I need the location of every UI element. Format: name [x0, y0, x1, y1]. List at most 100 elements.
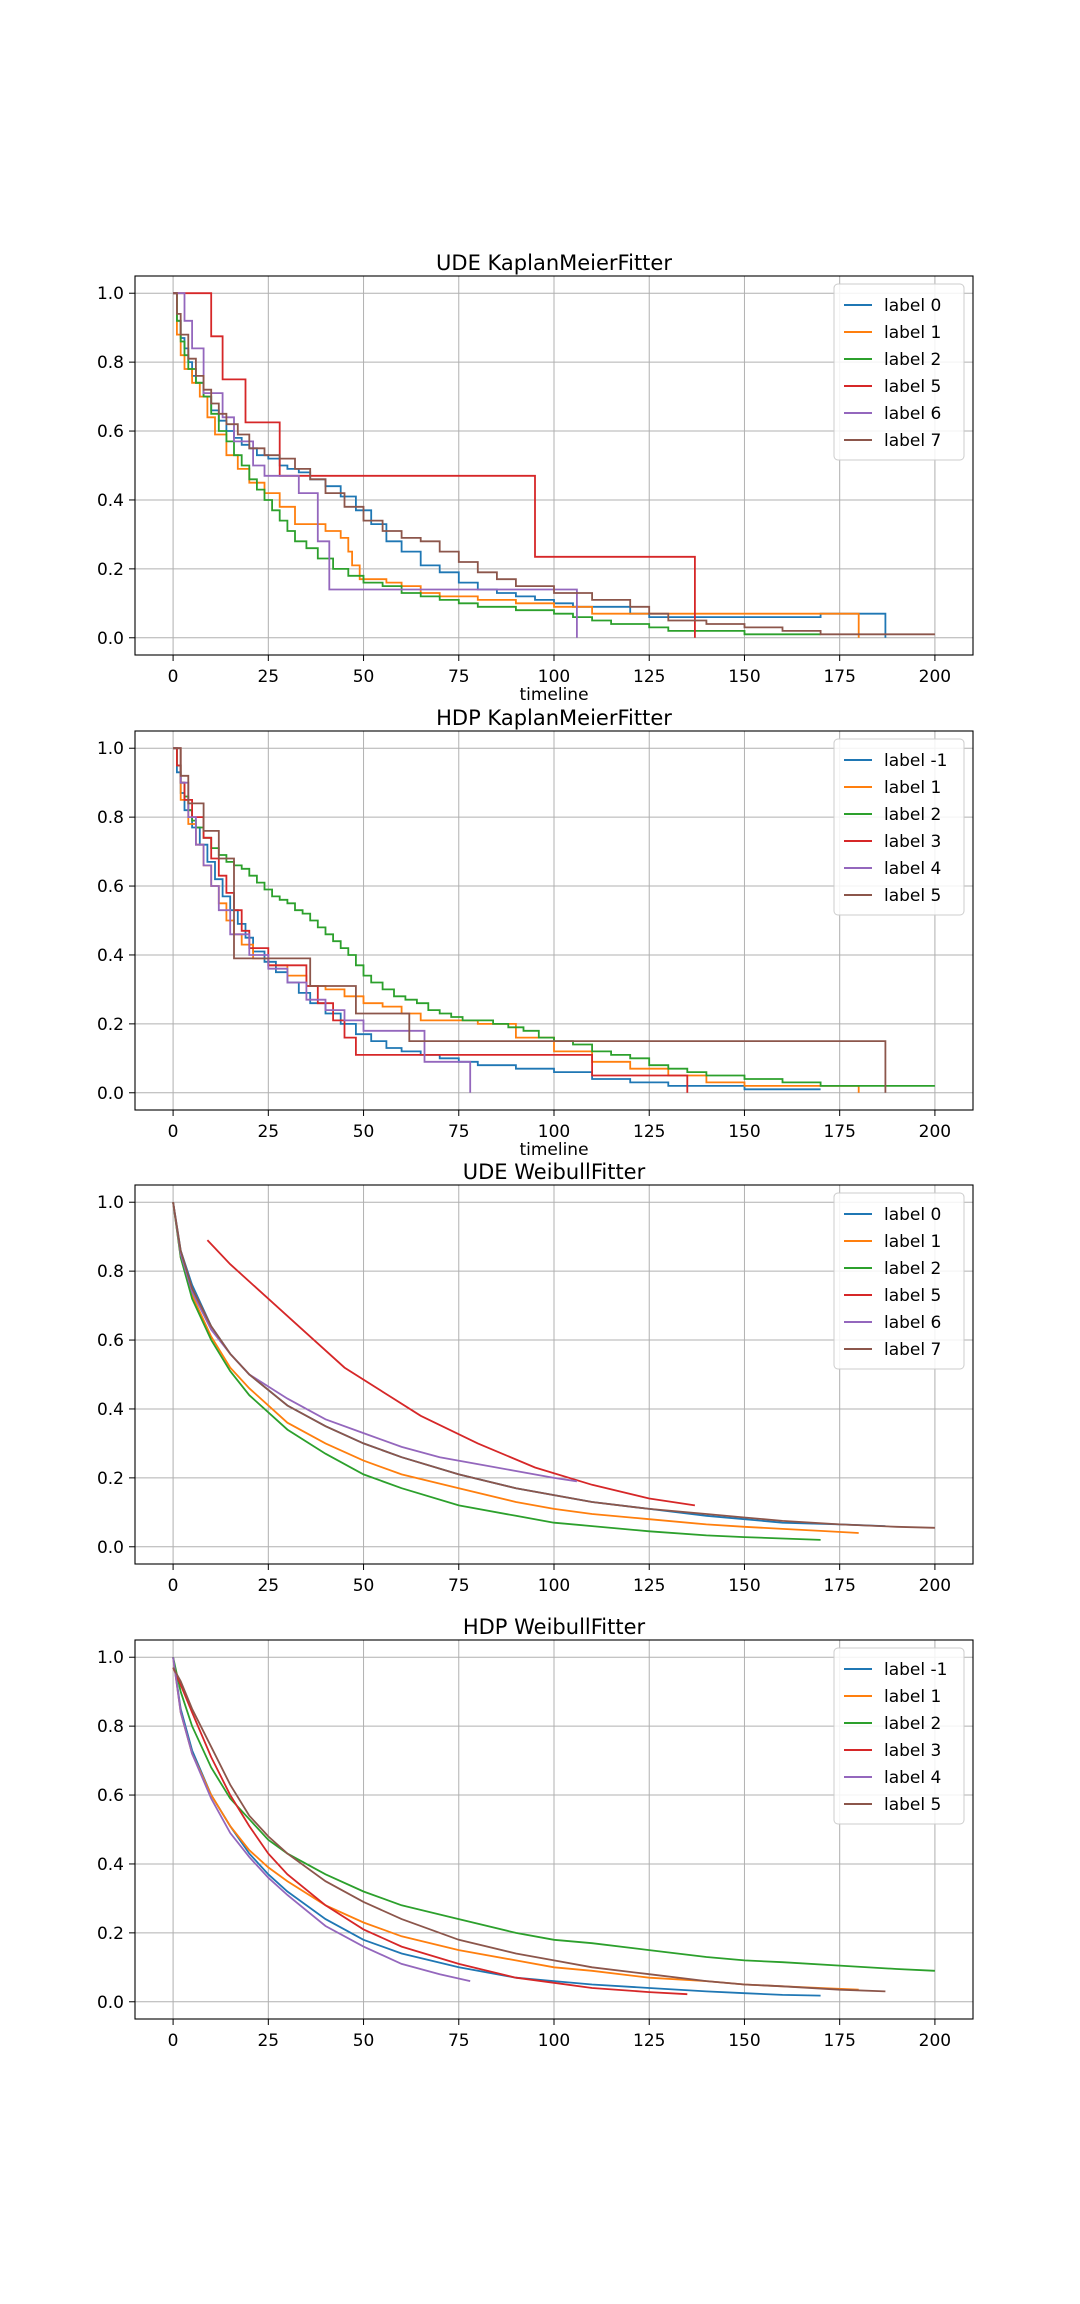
legend-box	[833, 1192, 965, 1370]
legend-label: label 6	[884, 1313, 941, 1333]
x-tick-label: 75	[448, 1122, 470, 1142]
x-tick-label: 125	[633, 1122, 665, 1142]
series-line-6	[172, 1202, 935, 1529]
x-tick-label: 0	[168, 1576, 179, 1596]
x-tick-label: 75	[448, 667, 470, 687]
x-tick-label: 25	[257, 667, 279, 687]
chart-panel-1: UDE KaplanMeierFitter 0 25 50 75 100 125 150 175…	[97, 251, 974, 705]
x-tick-label: 150	[728, 1576, 760, 1596]
series-line-3	[172, 1202, 821, 1541]
y-tick-label: 0.6	[97, 1331, 124, 1351]
x-tick-label: 200	[919, 667, 951, 687]
x-tick-label: 100	[538, 667, 570, 687]
x-tick-label: 175	[823, 2031, 855, 2051]
series-line-6	[173, 747, 887, 1093]
x-tick-label: 25	[257, 1122, 279, 1142]
series-line-6	[173, 292, 935, 636]
legend-label: label 6	[884, 404, 941, 424]
series-line-2	[172, 1657, 859, 1991]
legend-label: label 0	[884, 296, 941, 316]
legend-label: label 3	[884, 1741, 941, 1761]
x-tick-label: 25	[257, 1576, 279, 1596]
series-line-5	[172, 1202, 578, 1483]
legend-box	[833, 1647, 965, 1825]
series-line-4	[173, 747, 689, 1093]
chart-panel-4: HDP WeibullFitter 0 25 50 75 100 125 150 175 200 0…	[97, 1615, 974, 2051]
y-tick-label: 0.2	[97, 1469, 124, 1489]
legend-label: label 4	[884, 859, 941, 879]
legend-label: label 1	[884, 1687, 941, 1707]
y-tick-label: 0.4	[97, 1400, 124, 1420]
legend: label -1 label 1 label 2 label 3 label 4 labe…	[833, 1647, 965, 1825]
legend-label: label 5	[884, 886, 941, 906]
y-tick-label: 0.0	[97, 1084, 124, 1104]
x-tick-label: 75	[448, 1576, 470, 1596]
x-tick-label: 0	[168, 1122, 179, 1142]
x-tick-label: 50	[353, 1122, 375, 1142]
x-axis-label: timeline	[519, 685, 588, 705]
y-tick-label: 0.6	[97, 422, 124, 442]
legend-label: label 7	[884, 431, 941, 451]
y-tick-label: 0.8	[97, 1262, 124, 1282]
y-tick-label: 0.2	[97, 1015, 124, 1035]
series-line-1	[172, 1657, 821, 1997]
x-tick-label: 200	[919, 1576, 951, 1596]
chart-panel-3: UDE WeibullFitter 0 25 50 75 100 125 150 175 200 0…	[97, 1160, 974, 1596]
x-tick-label: 100	[538, 2031, 570, 2051]
chart-title: HDP WeibullFitter	[463, 1615, 646, 1639]
legend-label: label 2	[884, 1714, 941, 1734]
series-line-1	[173, 747, 821, 1091]
x-tick-label: 200	[919, 2031, 951, 2051]
y-tick-label: 1.0	[97, 284, 124, 304]
y-tick-label: 0.0	[97, 1993, 124, 2013]
x-tick-label: 125	[633, 2031, 665, 2051]
x-tick-label: 150	[728, 667, 760, 687]
x-tick-label: 100	[538, 1122, 570, 1142]
y-tick-label: 1.0	[97, 1193, 124, 1213]
series-line-3	[173, 747, 935, 1087]
x-tick-label: 0	[168, 667, 179, 687]
series-line-5	[173, 292, 578, 638]
y-tick-label: 0.4	[97, 491, 124, 511]
x-axis-label: timeline	[519, 1140, 588, 1160]
y-tick-label: 0.6	[97, 877, 124, 897]
legend-label: label 1	[884, 1232, 941, 1252]
chart-title: UDE WeibullFitter	[463, 1160, 646, 1184]
chart-title: UDE KaplanMeierFitter	[436, 251, 672, 275]
x-tick-label: 50	[353, 667, 375, 687]
legend-label: label -1	[884, 751, 947, 771]
x-tick-label: 150	[728, 2031, 760, 2051]
y-tick-label: 0.4	[97, 946, 124, 966]
y-tick-label: 0.0	[97, 1538, 124, 1558]
legend-label: label 7	[884, 1340, 941, 1360]
legend-label: label 5	[884, 377, 941, 397]
legend-label: label 5	[884, 1795, 941, 1815]
y-tick-label: 0.6	[97, 1786, 124, 1806]
series-line-4	[206, 1239, 696, 1507]
legend-label: label 4	[884, 1768, 941, 1788]
x-tick-label: 125	[633, 1576, 665, 1596]
x-tick-label: 100	[538, 1576, 570, 1596]
legend: label 0 label 1 label 2 label 5 label 6 label…	[833, 1192, 965, 1370]
legend-label: label 2	[884, 1259, 941, 1279]
x-tick-label: 175	[823, 667, 855, 687]
legend-box	[833, 283, 965, 461]
legend: label -1 label 1 label 2 label 3 label 4 labe…	[833, 738, 965, 916]
chart-panel-2: HDP KaplanMeierFitter 0 25 50 75 100 125 150 175…	[97, 706, 974, 1160]
legend-box	[833, 738, 965, 916]
y-tick-label: 0.2	[97, 1924, 124, 1944]
series-line-4	[173, 292, 696, 638]
series-line-5	[172, 1657, 471, 1982]
y-tick-label: 1.0	[97, 739, 124, 759]
legend-label: label -1	[884, 1660, 947, 1680]
series-line-3	[173, 292, 821, 636]
legend: label 0 label 1 label 2 label 5 label 6 label…	[833, 283, 965, 461]
legend-label: label 2	[884, 350, 941, 370]
y-tick-label: 0.8	[97, 353, 124, 373]
x-tick-label: 175	[823, 1122, 855, 1142]
series-line-6	[172, 1667, 886, 1993]
x-tick-label: 175	[823, 1576, 855, 1596]
x-tick-label: 25	[257, 2031, 279, 2051]
x-tick-label: 75	[448, 2031, 470, 2051]
